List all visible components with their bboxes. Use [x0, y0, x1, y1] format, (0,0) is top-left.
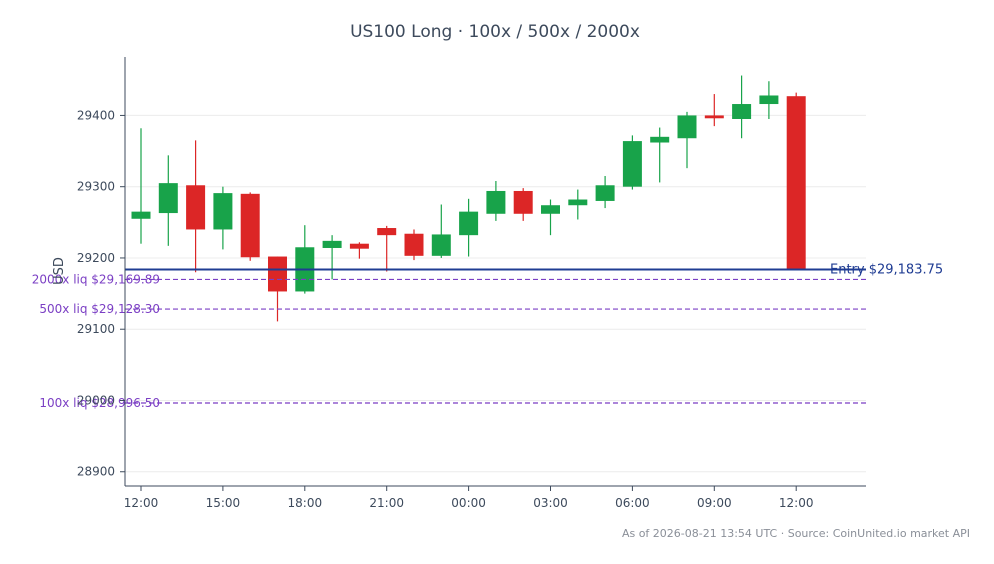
liq-label: 500x liq $29,128.30	[39, 302, 160, 316]
candle-2	[186, 140, 206, 273]
candle-body	[186, 185, 206, 230]
candle-body	[650, 136, 670, 143]
x-tick-label: 12:00	[124, 496, 159, 510]
y-tick-label: 29400	[77, 108, 115, 122]
candle-body	[622, 141, 642, 187]
x-tick-label: 15:00	[206, 496, 241, 510]
candle-5	[268, 256, 287, 322]
candle-20	[677, 111, 697, 169]
candles	[131, 75, 806, 322]
candle-body	[404, 233, 424, 256]
candle-17	[595, 176, 615, 209]
candle-body	[459, 211, 479, 236]
candle-18	[622, 135, 642, 190]
entry-line-group: Entry $29,183.75	[125, 263, 943, 278]
x-tick-label: 18:00	[288, 496, 323, 510]
x-tick-label: 03:00	[533, 496, 568, 510]
axes: 28900 29000 29100 29200 29300 29400 12:00 15:00…	[77, 57, 866, 510]
candle-body	[513, 190, 533, 214]
candle-body	[349, 243, 369, 249]
y-tick-label: 28900	[77, 465, 115, 479]
footer-source: As of 2026-08-21 13:54 UTC · Source: Coi…	[622, 527, 970, 540]
candle-8	[349, 242, 369, 259]
entry-label: Entry $29,183.75	[830, 263, 943, 278]
candle-4	[240, 192, 260, 261]
candle-body	[677, 115, 697, 139]
liq-label: 100x liq $28,996.50	[39, 396, 160, 410]
candle-body	[486, 190, 506, 214]
candle-body	[131, 211, 151, 219]
candle-body	[732, 104, 752, 119]
x-tick-label: 12:00	[779, 496, 814, 510]
candle-body	[541, 205, 560, 214]
candle-14	[513, 188, 533, 221]
candle-19	[650, 127, 670, 183]
candle-13	[486, 180, 506, 221]
candle-23	[759, 81, 779, 119]
candle-1	[158, 155, 178, 246]
candle-body	[704, 115, 724, 119]
candle-body	[377, 228, 397, 236]
liquidation-lines: 2000x liq $29,169.89 500x liq $29,128.30 1…	[32, 272, 866, 410]
candle-body	[158, 183, 178, 214]
candle-body	[268, 256, 287, 292]
y-tick-label: 29000	[77, 393, 115, 407]
candle-24	[786, 92, 806, 271]
y-axis-label: USD	[52, 257, 67, 285]
x-tick-label: 21:00	[369, 496, 404, 510]
candle-body	[759, 95, 779, 105]
y-tick-label: 29300	[77, 180, 115, 194]
liq-label: 2000x liq $29,169.89	[32, 272, 160, 286]
candle-0	[131, 128, 151, 244]
candle-6	[295, 225, 315, 294]
candle-15	[541, 199, 560, 236]
x-tick-label: 00:00	[451, 496, 486, 510]
candle-body	[322, 240, 342, 248]
candle-body	[786, 96, 806, 270]
candle-3	[213, 186, 233, 250]
candle-body	[568, 199, 588, 206]
candle-body	[240, 193, 260, 258]
chart-title: US100 Long · 100x / 500x / 2000x	[350, 22, 640, 42]
grid-lines	[125, 114, 866, 473]
x-tick-label: 09:00	[697, 496, 732, 510]
x-tick-label: 06:00	[615, 496, 650, 510]
y-tick-label: 29100	[77, 322, 115, 336]
candle-body	[213, 193, 233, 230]
candle-7	[322, 235, 342, 280]
candle-21	[704, 94, 724, 127]
candle-11	[431, 204, 451, 258]
candle-12	[459, 198, 479, 257]
candle-16	[568, 189, 588, 220]
candle-10	[404, 229, 424, 261]
candle-body	[431, 234, 451, 256]
candle-22	[732, 75, 752, 139]
candle-9	[377, 225, 397, 272]
y-tick-label: 29200	[77, 251, 115, 265]
candle-body	[595, 185, 615, 201]
